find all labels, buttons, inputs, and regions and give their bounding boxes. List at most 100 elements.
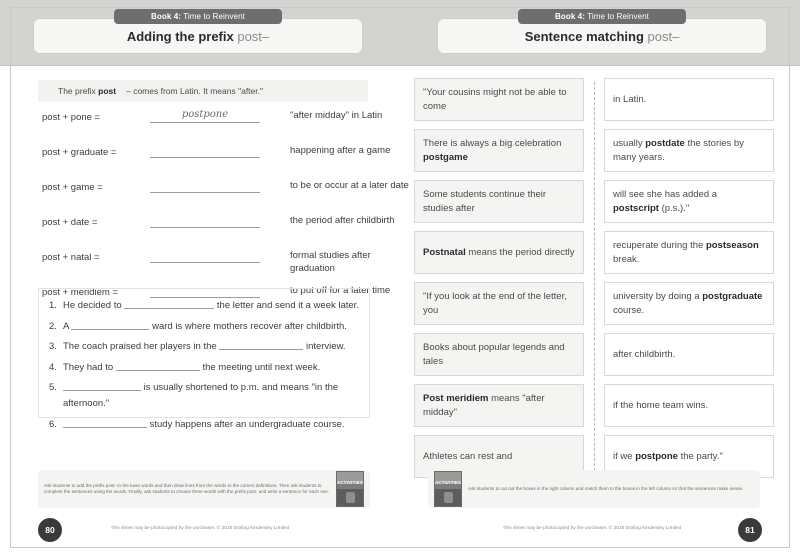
right-footer-note: ACTIVITIES Ask students to cut out the b… bbox=[428, 470, 760, 508]
match-pre: if we bbox=[613, 450, 636, 462]
match-text: "If you look at the end of the letter, y… bbox=[423, 290, 575, 317]
thumb-figure bbox=[346, 492, 355, 503]
prefix-note-text: The prefix post – comes from Latin. It me… bbox=[38, 86, 263, 96]
sentence-after: is usually shortened to p.m. and means "… bbox=[63, 382, 339, 409]
right-title-box: Sentence matching post– bbox=[437, 18, 767, 54]
definition-text: formal studies after graduation bbox=[290, 250, 371, 274]
prefix-row: post + meridiem = to put off for a later … bbox=[42, 285, 390, 320]
sentence-blank[interactable] bbox=[71, 319, 150, 330]
match-text: Post meridiem means "after midday" bbox=[423, 392, 575, 419]
match-box-left[interactable]: There is always a big celebration postga… bbox=[414, 129, 584, 172]
match-pre: Books about popular legends and tales bbox=[423, 342, 565, 367]
match-bold: Post meridiem bbox=[423, 393, 489, 404]
match-pre: will see she has added a bbox=[613, 189, 718, 200]
sentence-after: ward is where mothers recover after chil… bbox=[149, 320, 347, 332]
match-bold: Postnatal bbox=[423, 246, 466, 258]
thumb-top-strip-right bbox=[435, 472, 461, 484]
left-page: The prefix post – comes from Latin. It me… bbox=[10, 66, 409, 555]
match-pre: after childbirth. bbox=[613, 348, 676, 360]
sentence-after: study happens after an undergraduate cou… bbox=[147, 418, 345, 430]
match-box-right[interactable]: usually postdate the stories by many yea… bbox=[604, 129, 774, 172]
sentence-blank[interactable] bbox=[219, 339, 304, 350]
match-bold: postpone bbox=[635, 450, 678, 462]
answer-line[interactable] bbox=[150, 262, 260, 263]
cut-line bbox=[594, 82, 595, 486]
right-title-light: post– bbox=[647, 28, 680, 44]
thumb-top-strip bbox=[337, 472, 363, 484]
left-title-bold: Adding the prefix bbox=[126, 28, 238, 44]
answer-line[interactable] bbox=[150, 227, 260, 228]
note-post: – comes from Latin. It means "after." bbox=[126, 86, 264, 96]
match-bold: postdate bbox=[645, 138, 685, 149]
match-post: means "after midday" bbox=[423, 393, 545, 418]
match-box-right[interactable]: university by doing a postgraduate cours… bbox=[604, 282, 774, 325]
sentence-blank[interactable] bbox=[63, 380, 141, 391]
match-box-right[interactable]: in Latin. bbox=[604, 78, 774, 121]
matching-left-column: "Your cousins might not be able to come T… bbox=[414, 78, 584, 486]
right-title-bold: Sentence matching bbox=[524, 28, 648, 44]
answer-line[interactable] bbox=[150, 122, 260, 123]
left-book-label: Book 4: bbox=[151, 12, 182, 21]
left-page-header: Book 4: Time to Reinvent Adding the pref… bbox=[33, 9, 363, 54]
sentence-blank[interactable] bbox=[124, 298, 215, 309]
left-title-box: Adding the prefix post– bbox=[33, 18, 363, 54]
match-text: Some students continue their studies aft… bbox=[423, 188, 575, 215]
match-box-left[interactable]: Some students continue their studies aft… bbox=[414, 180, 584, 223]
answer-text[interactable]: postpone bbox=[181, 109, 229, 120]
prefix-row: post + pone = postpone "after midday" in L… bbox=[42, 109, 382, 145]
match-box-left[interactable]: Postnatal means the period directly bbox=[414, 231, 584, 274]
definition-text: to put off for a later time bbox=[290, 285, 391, 296]
match-box-right[interactable]: if the home team wins. bbox=[604, 384, 774, 427]
match-box-left[interactable]: "Your cousins might not be able to come bbox=[414, 78, 584, 121]
match-text: if we postpone the party." bbox=[613, 450, 723, 464]
sentence-text: study happens after an undergraduate cou… bbox=[63, 417, 359, 433]
match-post: (p.s.)." bbox=[658, 202, 690, 214]
match-pre: if the home team wins. bbox=[613, 399, 709, 411]
prefix-row: post + graduate = happening after a game bbox=[42, 145, 390, 180]
right-series-label: Time to Reinvent bbox=[585, 12, 649, 21]
match-pre: There is always a big celebration bbox=[423, 138, 562, 149]
match-post: means the period directly bbox=[465, 246, 575, 258]
sentence-blank[interactable] bbox=[115, 360, 200, 371]
sentence-text: They had to the meeting until next week. bbox=[63, 360, 359, 376]
match-text: recuperate during the postseason break. bbox=[613, 239, 765, 266]
prefix-note: The prefix post – comes from Latin. It me… bbox=[38, 80, 368, 102]
match-post: the party." bbox=[677, 450, 723, 462]
sentence-item: 3. The coach praised her players in the i… bbox=[49, 339, 359, 355]
definition-text: "after midday" in Latin bbox=[290, 110, 383, 121]
right-page-header: Book 4: Time to Reinvent Sentence matchi… bbox=[437, 9, 767, 54]
sentence-blank[interactable] bbox=[63, 417, 147, 428]
left-page-number: 80 bbox=[38, 518, 62, 542]
match-box-left[interactable]: Books about popular legends and tales bbox=[414, 333, 584, 376]
match-bold: postscript bbox=[613, 202, 659, 214]
prefix-term: post + game = bbox=[42, 182, 103, 193]
prefix-row: post + game = to be or occur at a later d… bbox=[42, 180, 409, 215]
match-pre: "Your cousins might not be able to come bbox=[423, 87, 567, 112]
answer-line[interactable] bbox=[150, 157, 260, 158]
sentence-text: is usually shortened to p.m. and means "… bbox=[63, 380, 359, 412]
match-text: Books about popular legends and tales bbox=[423, 341, 575, 368]
match-text: usually postdate the stories by many yea… bbox=[613, 137, 765, 164]
match-box-right[interactable]: will see she has added a postscript (p.s… bbox=[604, 180, 774, 223]
right-copyright: This sheet may be photocopied by the pur… bbox=[502, 526, 682, 531]
definition-text: the period after childbirth bbox=[290, 215, 395, 226]
match-text: There is always a big celebration postga… bbox=[423, 137, 575, 164]
sentence-text: A ward is where mothers recover after ch… bbox=[63, 319, 359, 335]
sentence-text: He decided to the letter and send it a w… bbox=[63, 298, 359, 314]
answer-line[interactable] bbox=[150, 192, 260, 193]
match-text: will see she has added a postscript (p.s… bbox=[613, 188, 765, 215]
match-box-right[interactable]: after childbirth. bbox=[604, 333, 774, 376]
sentence-number: 6. bbox=[49, 418, 57, 430]
sentence-before: They had to bbox=[63, 361, 116, 373]
answer-line[interactable] bbox=[150, 297, 260, 298]
prefix-row: post + date = the period after childbirth bbox=[42, 215, 395, 250]
sentence-after: the letter and send it a week later. bbox=[214, 300, 359, 311]
left-footer-note: Ask students to add the prefix post- to … bbox=[38, 470, 370, 508]
match-text: Athletes can rest and bbox=[423, 450, 512, 464]
match-box-left[interactable]: Post meridiem means "after midday" bbox=[414, 384, 584, 427]
match-box-right[interactable]: recuperate during the postseason break. bbox=[604, 231, 774, 274]
left-series-label: Time to Reinvent bbox=[181, 12, 245, 21]
match-bold: postseason bbox=[705, 240, 759, 251]
thumb-title-label: ACTIVITIES bbox=[337, 480, 364, 485]
match-box-left[interactable]: "If you look at the end of the letter, y… bbox=[414, 282, 584, 325]
